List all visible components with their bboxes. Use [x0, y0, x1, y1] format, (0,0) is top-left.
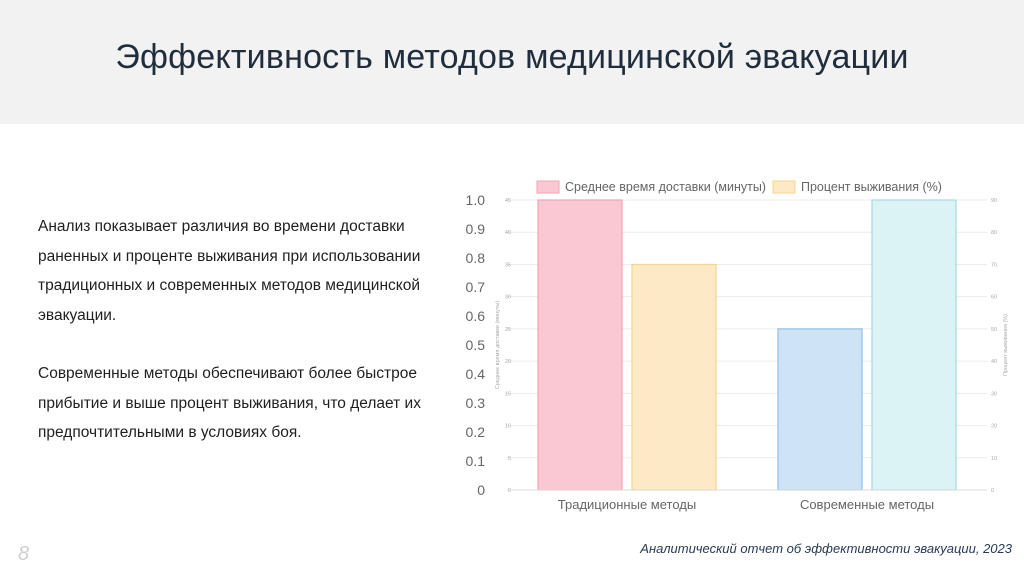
left-tick-label: 10 — [505, 424, 511, 430]
right-axis-title: Процент выживания (%) — [1003, 314, 1009, 376]
right-tick-label: 50 — [991, 327, 997, 333]
bar-time-0 — [537, 199, 623, 491]
right-tick-label: 90 — [991, 198, 997, 204]
paragraph-conclusion: Современные методы обеспечивают более бы… — [38, 365, 421, 441]
right-tick-label: 30 — [991, 391, 997, 397]
bar-survival-0 — [631, 263, 717, 491]
left-tick-label: 30 — [505, 295, 511, 301]
bar-survival-1 — [871, 199, 957, 491]
left-tick-label: 0 — [508, 488, 511, 494]
outer-tick-label: 0.9 — [466, 221, 486, 237]
evacuation-chart: Среднее время доставки (минуты) Процент в… — [466, 180, 1009, 512]
left-tick-label: 40 — [505, 230, 511, 236]
left-tick-label: 20 — [505, 359, 511, 365]
right-tick-label: 80 — [991, 230, 997, 236]
outer-tick-label: 0.5 — [466, 337, 486, 353]
outer-tick-label: 0.1 — [466, 453, 486, 469]
right-tick-label: 10 — [991, 456, 997, 462]
left-axis-title: Среднее время доставки (минуты) — [495, 301, 501, 390]
outer-tick-label: 0.2 — [466, 424, 486, 440]
body-text: Анализ показывает различия во времени до… — [38, 212, 428, 477]
page-number: 8 — [18, 543, 30, 565]
legend-swatch-1 — [772, 180, 796, 194]
category-label-1: Современные методы — [800, 497, 934, 512]
outer-tick-label: 0.3 — [466, 395, 486, 411]
left-tick-label: 15 — [505, 391, 511, 397]
left-tick-label: 35 — [505, 262, 511, 268]
right-tick-label: 20 — [991, 424, 997, 430]
outer-tick-label: 0.7 — [466, 279, 486, 295]
outer-tick-label: 0.8 — [466, 250, 486, 266]
right-tick-label: 60 — [991, 295, 997, 301]
legend-label-1: Процент выживания (%) — [801, 180, 942, 194]
right-tick-label: 0 — [991, 488, 994, 494]
bar-time-1 — [777, 328, 863, 491]
left-tick-label: 25 — [505, 327, 511, 333]
legend-swatch-0 — [536, 180, 560, 194]
right-tick-label: 40 — [991, 359, 997, 365]
legend-label-0: Среднее время доставки (минуты) — [565, 180, 766, 194]
slide-title: Эффективность методов медицинской эвакуа… — [115, 38, 909, 76]
outer-tick-label: 0 — [477, 482, 485, 498]
category-label-0: Традиционные методы — [558, 497, 696, 512]
left-tick-label: 45 — [505, 198, 511, 204]
footer-note: Аналитический отчет об эффективности эва… — [640, 541, 1012, 556]
outer-tick-label: 1.0 — [466, 192, 486, 208]
right-tick-label: 70 — [991, 262, 997, 268]
outer-tick-label: 0.6 — [466, 308, 486, 324]
header-band — [0, 0, 1024, 124]
left-tick-label: 5 — [508, 456, 511, 462]
paragraph-analysis: Анализ показывает различия во времени до… — [38, 218, 421, 324]
outer-tick-label: 0.4 — [466, 366, 486, 382]
